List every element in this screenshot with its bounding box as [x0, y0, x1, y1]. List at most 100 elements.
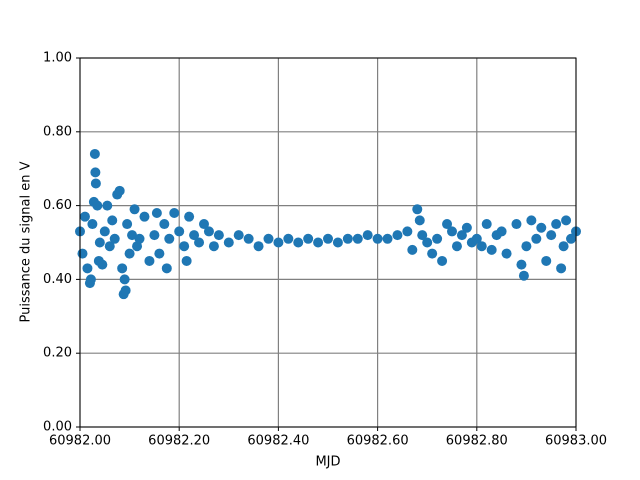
x-tick-label: 60982.20: [148, 434, 210, 449]
point: [102, 200, 113, 211]
point: [437, 255, 448, 266]
point: [313, 237, 324, 248]
point: [382, 233, 393, 244]
point: [422, 237, 433, 248]
y-tick-label: 1.00: [43, 51, 72, 66]
point: [263, 233, 274, 244]
point: [407, 244, 418, 255]
point: [546, 230, 557, 241]
point: [92, 200, 103, 211]
point: [203, 226, 214, 237]
point: [149, 230, 160, 241]
point: [447, 226, 457, 237]
point: [501, 248, 512, 259]
point: [181, 255, 192, 266]
point: [124, 248, 135, 259]
y-tick-label: 0.00: [43, 420, 72, 435]
point: [392, 230, 403, 241]
point: [442, 219, 453, 230]
point: [303, 233, 314, 244]
point: [531, 233, 542, 244]
point: [82, 263, 93, 274]
point: [481, 219, 492, 230]
point: [144, 255, 155, 266]
point: [283, 233, 294, 244]
point: [129, 204, 140, 215]
point: [372, 233, 383, 244]
point: [536, 222, 547, 233]
point: [223, 237, 234, 248]
x-tick-label: 60982.80: [446, 434, 508, 449]
x-axis-label: MJD: [315, 455, 340, 470]
point: [179, 241, 190, 252]
point: [558, 241, 569, 252]
point: [412, 204, 423, 215]
point: [114, 185, 125, 196]
point: [107, 215, 118, 226]
point: [476, 241, 487, 252]
point: [342, 233, 353, 244]
point: [332, 237, 343, 248]
point: [134, 233, 145, 244]
point: [169, 207, 180, 218]
point: [461, 222, 472, 233]
point: [362, 230, 373, 241]
point: [561, 215, 572, 226]
point: [89, 148, 100, 159]
x-tick-label: 60982.00: [49, 434, 111, 449]
x-tick-label: 60982.60: [347, 434, 409, 449]
point: [526, 215, 537, 226]
point: [119, 274, 130, 285]
point: [194, 237, 205, 248]
point: [189, 230, 200, 241]
plot-frame: [79, 57, 577, 428]
y-axis-label: Puissance du signal en V: [19, 161, 34, 322]
point: [127, 230, 138, 241]
point: [99, 226, 110, 237]
point: [496, 226, 507, 237]
point: [451, 241, 462, 252]
point: [164, 233, 175, 244]
point: [551, 219, 562, 230]
point: [273, 237, 284, 248]
point: [208, 241, 219, 252]
point: [427, 248, 438, 259]
point: [352, 233, 363, 244]
point: [104, 241, 115, 252]
point: [161, 263, 172, 274]
point: [79, 211, 90, 222]
point: [417, 230, 428, 241]
point: [122, 219, 133, 230]
point: [87, 219, 98, 230]
point: [253, 241, 264, 252]
point: [85, 274, 96, 285]
point: [243, 233, 254, 244]
point: [323, 233, 333, 244]
point: [159, 219, 170, 230]
point: [432, 233, 443, 244]
y-tick-label: 0.40: [43, 272, 72, 287]
point: [521, 241, 532, 252]
point: [414, 215, 425, 226]
point: [139, 211, 150, 222]
point: [402, 226, 413, 237]
point: [120, 285, 131, 296]
y-tick-label: 0.20: [43, 346, 72, 361]
point: [293, 237, 304, 248]
point: [471, 233, 482, 244]
point: [516, 259, 527, 270]
point: [518, 270, 529, 281]
point: [174, 226, 185, 237]
y-tick-label: 0.60: [43, 198, 72, 213]
point: [77, 248, 88, 259]
point: [90, 178, 101, 189]
point: [456, 230, 467, 241]
point: [566, 233, 577, 244]
point: [511, 219, 522, 230]
point: [97, 259, 108, 270]
point: [556, 263, 567, 274]
point: [233, 230, 244, 241]
point: [94, 237, 105, 248]
point: [90, 167, 101, 178]
